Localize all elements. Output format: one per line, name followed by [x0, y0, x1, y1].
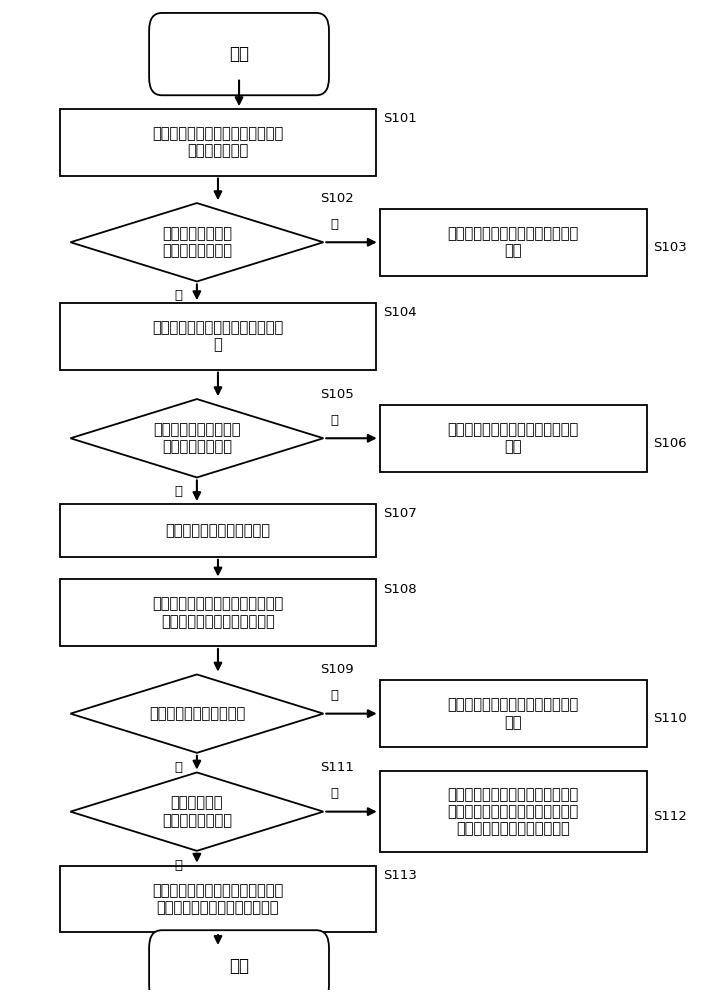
- Bar: [379, 405, 647, 472]
- Text: S105: S105: [320, 388, 353, 401]
- Bar: [60, 303, 376, 370]
- Text: 允许待测超重车辆上桥通行: 允许待测超重车辆上桥通行: [166, 523, 270, 538]
- Text: 生成第二告警信息，并发送到指定
部门: 生成第二告警信息，并发送到指定 部门: [447, 422, 579, 454]
- Text: 结束: 结束: [229, 957, 249, 975]
- Text: S109: S109: [320, 663, 353, 676]
- Text: 在车辆通过待通行桥梁后评估桥梁
服役能力并发送给桥梁运管部门: 在车辆通过待通行桥梁后评估桥梁 服役能力并发送给桥梁运管部门: [152, 883, 284, 915]
- Polygon shape: [70, 203, 323, 281]
- Text: 能否承受待测超重车辆
所要求的载荷能力: 能否承受待测超重车辆 所要求的载荷能力: [153, 422, 241, 454]
- Text: 否: 否: [175, 761, 183, 774]
- Text: 桥梁受力能力
是否在安全范围内: 桥梁受力能力 是否在安全范围内: [162, 795, 232, 828]
- Polygon shape: [70, 674, 323, 753]
- Text: 监测获取待通过桥梁的结构状态信
息: 监测获取待通过桥梁的结构状态信 息: [152, 320, 284, 353]
- Text: S110: S110: [654, 712, 688, 725]
- Text: S104: S104: [383, 306, 417, 319]
- Text: S102: S102: [320, 192, 353, 205]
- Text: 是: 是: [175, 485, 183, 498]
- Text: 生成第三告警信息，并发送到指定
部门: 生成第三告警信息，并发送到指定 部门: [447, 697, 579, 730]
- Text: 否: 否: [331, 414, 338, 426]
- Text: S103: S103: [654, 241, 688, 254]
- Bar: [379, 771, 647, 852]
- Text: 在超重车辆在桥上通行过程中，实
时监测该桥梁的结构状态信息: 在超重车辆在桥上通行过程中，实 时监测该桥梁的结构状态信息: [152, 596, 284, 629]
- Text: S108: S108: [383, 583, 417, 596]
- Bar: [60, 866, 376, 932]
- Text: 生成第四告警信息，并发送给待测
超重车辆的车载终端，给与驾驶员
车辆速度控制和行驶位置建议: 生成第四告警信息，并发送给待测 超重车辆的车载终端，给与驾驶员 车辆速度控制和行…: [447, 787, 579, 837]
- Bar: [60, 504, 376, 557]
- FancyBboxPatch shape: [149, 930, 329, 1000]
- FancyBboxPatch shape: [149, 13, 329, 95]
- Text: 判断与备案属性及
状态信息是否相符: 判断与备案属性及 状态信息是否相符: [162, 226, 232, 258]
- Bar: [379, 209, 647, 276]
- Text: S101: S101: [383, 112, 417, 125]
- Text: 是: 是: [331, 689, 338, 702]
- Text: 否: 否: [331, 218, 338, 231]
- Text: S111: S111: [320, 761, 353, 774]
- Polygon shape: [70, 399, 323, 477]
- Text: 检测在桥上是否存在停留: 检测在桥上是否存在停留: [148, 706, 245, 721]
- Bar: [60, 109, 376, 176]
- Text: S107: S107: [383, 507, 417, 520]
- Text: S112: S112: [654, 810, 688, 823]
- Text: 开始: 开始: [229, 45, 249, 63]
- Bar: [379, 680, 647, 747]
- Text: 生成第一告警信息，并发送到指定
部门: 生成第一告警信息，并发送到指定 部门: [447, 226, 579, 258]
- Bar: [60, 579, 376, 646]
- Text: S113: S113: [383, 869, 417, 882]
- Text: S106: S106: [654, 437, 687, 450]
- Text: 是: 是: [175, 289, 183, 302]
- Text: 是: 是: [175, 859, 183, 872]
- Text: 在待测超重车辆过桥前获取其实际
属性及状态信息: 在待测超重车辆过桥前获取其实际 属性及状态信息: [152, 126, 284, 158]
- Text: 否: 否: [331, 787, 338, 800]
- Polygon shape: [70, 772, 323, 851]
